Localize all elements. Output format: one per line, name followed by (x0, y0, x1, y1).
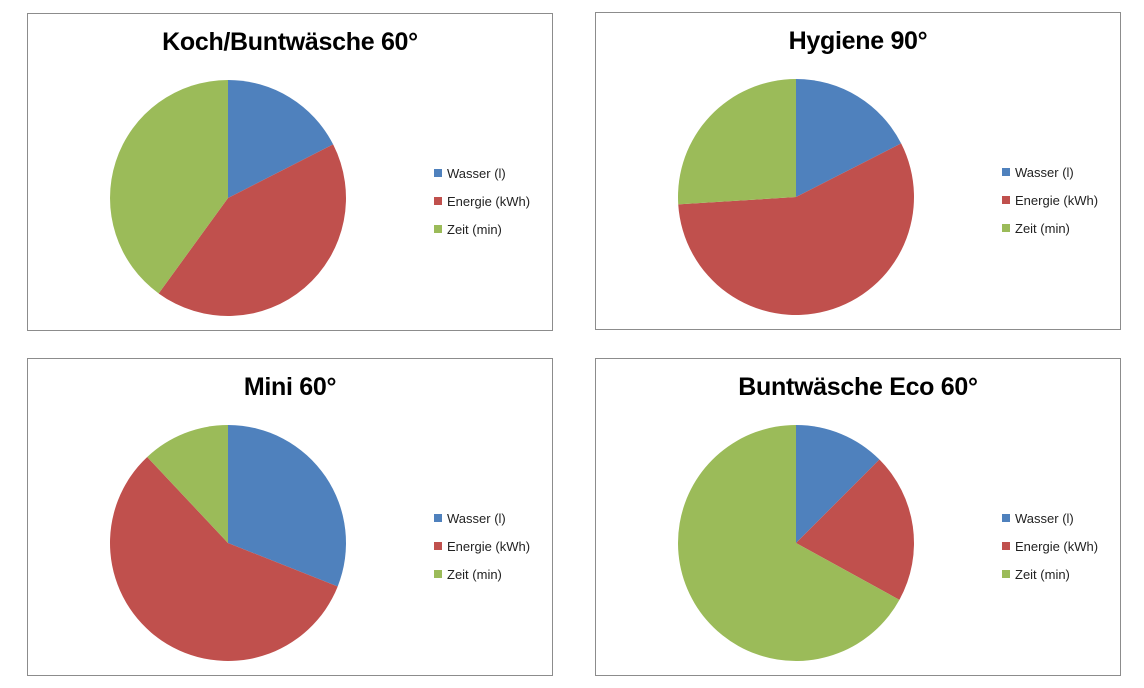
legend-label: Wasser (l) (1015, 510, 1074, 526)
legend-item-energie: Energie (kWh) (1002, 532, 1098, 560)
chart-panel-hygiene: Hygiene 90° Wasser (l) Energie (kWh) Zei… (595, 12, 1121, 330)
legend-item-wasser: Wasser (l) (434, 159, 530, 187)
chart-panel-mini: Mini 60° Wasser (l) Energie (kWh) Zeit (… (27, 358, 553, 676)
legend-label: Energie (kWh) (1015, 538, 1099, 554)
legend-label: Zeit (min) (447, 566, 502, 582)
chart-legend: Wasser (l) Energie (kWh) Zeit (min) (434, 504, 530, 588)
legend-label: Zeit (min) (447, 221, 502, 237)
pie-chart (677, 425, 914, 661)
legend-item-wasser: Wasser (l) (434, 504, 530, 532)
pie-slice-wasser (228, 425, 346, 587)
pie-chart (677, 79, 914, 315)
legend-label: Energie (kWh) (447, 193, 531, 209)
pie-chart (110, 80, 346, 316)
legend-item-zeit: Zeit (min) (1002, 560, 1098, 588)
pie-slice-wasser (796, 79, 902, 197)
legend-item-wasser: Wasser (l) (1002, 504, 1098, 532)
pie-slice-zeit (110, 80, 228, 294)
legend-label: Energie (kWh) (1015, 192, 1099, 208)
legend-item-energie: Energie (kWh) (434, 187, 530, 215)
legend-swatch-zeit (434, 570, 442, 578)
legend-swatch-energie (434, 542, 442, 550)
chart-panel-koch-buntwaesche: Koch/Buntwäsche 60° Wasser (l) Energie (… (27, 13, 553, 331)
legend-item-energie: Energie (kWh) (1002, 186, 1098, 214)
legend-label: Wasser (l) (1015, 164, 1074, 180)
chart-panel-buntwaesche-eco: Buntwäsche Eco 60° Wasser (l) Energie (k… (595, 358, 1121, 676)
pie-slice-zeit (147, 425, 228, 543)
legend-item-zeit: Zeit (min) (434, 560, 530, 588)
chart-title: Hygiene 90° (788, 27, 928, 55)
legend-item-zeit: Zeit (min) (1002, 214, 1098, 242)
legend-swatch-wasser (1002, 514, 1010, 522)
legend-swatch-energie (434, 197, 442, 205)
legend-swatch-wasser (434, 514, 442, 522)
legend-swatch-energie (1002, 542, 1010, 550)
legend-swatch-wasser (434, 169, 442, 177)
legend-item-zeit: Zeit (min) (434, 215, 530, 243)
chart-title: Koch/Buntwäsche 60° (162, 28, 418, 56)
legend-swatch-zeit (434, 225, 442, 233)
pie-slice-energie (796, 459, 914, 600)
chart-legend: Wasser (l) Energie (kWh) Zeit (min) (1002, 504, 1098, 588)
legend-swatch-wasser (1002, 168, 1010, 176)
pie-chart (109, 425, 346, 661)
pie-slice-energie (158, 144, 346, 316)
pie-slice-energie (678, 143, 914, 315)
chart-title: Mini 60° (243, 373, 337, 401)
legend-item-energie: Energie (kWh) (434, 532, 530, 560)
pie-slice-zeit (677, 79, 796, 205)
chart-legend: Wasser (l) Energie (kWh) Zeit (min) (434, 159, 530, 243)
legend-swatch-energie (1002, 196, 1010, 204)
legend-swatch-zeit (1002, 224, 1010, 232)
chart-title: Buntwäsche Eco 60° (738, 373, 978, 401)
legend-item-wasser: Wasser (l) (1002, 158, 1098, 186)
legend-label: Zeit (min) (1015, 566, 1070, 582)
pie-slice-wasser (796, 425, 880, 543)
pie-slice-energie (109, 456, 338, 661)
legend-swatch-zeit (1002, 570, 1010, 578)
legend-label: Wasser (l) (447, 510, 506, 526)
pie-slice-wasser (228, 80, 334, 198)
chart-legend: Wasser (l) Energie (kWh) Zeit (min) (1002, 158, 1098, 242)
legend-label: Zeit (min) (1015, 220, 1070, 236)
pie-slice-zeit (677, 425, 900, 661)
legend-label: Energie (kWh) (447, 538, 531, 554)
legend-label: Wasser (l) (447, 165, 506, 181)
